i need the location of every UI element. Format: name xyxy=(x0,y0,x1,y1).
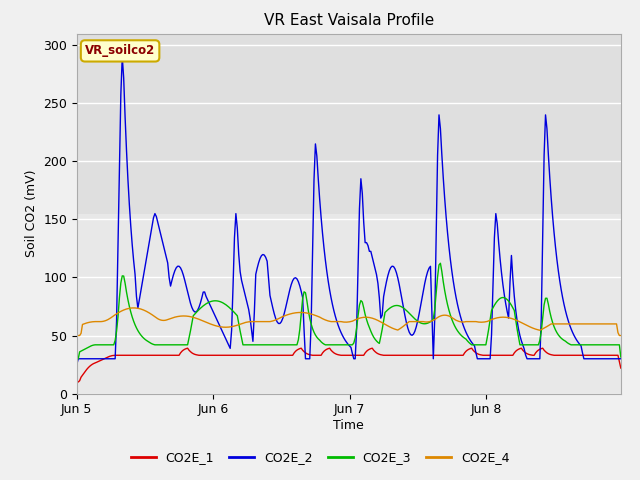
CO2E_3 xyxy=(436,260,444,266)
CO2E_1 xyxy=(184,345,191,351)
CO2E_4 xyxy=(614,330,622,336)
CO2E_3 xyxy=(73,356,81,361)
CO2E_3 xyxy=(543,295,551,301)
CO2E_3 xyxy=(108,342,116,348)
Bar xyxy=(77,34,621,214)
CO2E_1 xyxy=(614,352,622,358)
CO2E_2 xyxy=(92,356,99,361)
CO2E_2 xyxy=(614,356,622,361)
Title: VR East Vaisala Profile: VR East Vaisala Profile xyxy=(264,13,434,28)
Y-axis label: Soil CO2 (mV): Soil CO2 (mV) xyxy=(25,170,38,257)
Legend: CO2E_1, CO2E_2, CO2E_3, CO2E_4: CO2E_1, CO2E_2, CO2E_3, CO2E_4 xyxy=(125,446,515,469)
CO2E_1 xyxy=(92,360,99,366)
CO2E_3 xyxy=(353,325,360,331)
X-axis label: Time: Time xyxy=(333,419,364,432)
CO2E_4 xyxy=(543,324,551,329)
Line: CO2E_1: CO2E_1 xyxy=(77,348,621,382)
CO2E_3 xyxy=(614,342,622,348)
CO2E_2 xyxy=(354,266,362,272)
CO2E_2 xyxy=(462,329,470,335)
CO2E_1 xyxy=(354,352,362,358)
CO2E_2 xyxy=(108,356,116,361)
CO2E_1 xyxy=(543,350,551,356)
CO2E_4 xyxy=(617,333,625,338)
CO2E_2 xyxy=(617,356,625,361)
CO2E_4 xyxy=(108,314,116,320)
CO2E_2 xyxy=(118,54,126,60)
CO2E_4 xyxy=(73,333,81,338)
CO2E_3 xyxy=(462,336,470,342)
CO2E_4 xyxy=(92,319,99,324)
Line: CO2E_2: CO2E_2 xyxy=(77,57,621,365)
Line: CO2E_3: CO2E_3 xyxy=(77,263,621,359)
CO2E_3 xyxy=(617,354,625,360)
CO2E_2 xyxy=(543,126,551,132)
CO2E_3 xyxy=(92,342,99,348)
CO2E_4 xyxy=(462,319,470,324)
CO2E_1 xyxy=(462,348,470,354)
CO2E_1 xyxy=(108,353,116,359)
CO2E_2 xyxy=(73,362,81,368)
CO2E_4 xyxy=(130,305,138,311)
CO2E_1 xyxy=(73,379,81,385)
CO2E_4 xyxy=(354,316,362,322)
Line: CO2E_4: CO2E_4 xyxy=(77,308,621,336)
CO2E_1 xyxy=(617,365,625,371)
Text: VR_soilco2: VR_soilco2 xyxy=(85,44,156,58)
